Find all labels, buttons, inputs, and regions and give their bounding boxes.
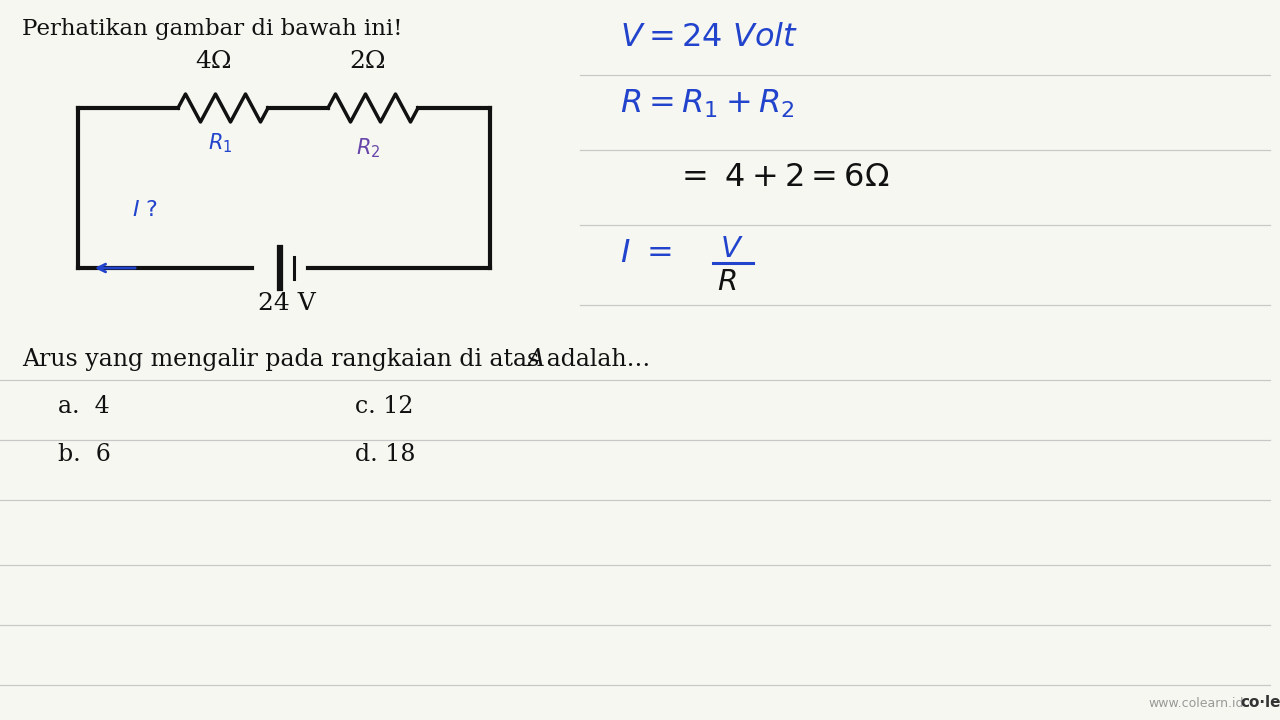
Text: a.  4: a. 4 xyxy=(58,395,110,418)
Text: d. 18: d. 18 xyxy=(355,443,416,466)
Text: $= \ 4 + 2 = 6\Omega$: $= \ 4 + 2 = 6\Omega$ xyxy=(675,162,890,193)
Text: Arus yang mengalir pada rangkaian di atas adalah…: Arus yang mengalir pada rangkaian di ata… xyxy=(22,348,658,371)
Text: $R_2$: $R_2$ xyxy=(356,136,380,160)
Text: co·learn: co·learn xyxy=(1240,695,1280,710)
Text: c. 12: c. 12 xyxy=(355,395,413,418)
Text: $V = 24\ Volt$: $V = 24\ Volt$ xyxy=(620,22,799,53)
Text: $R_1$: $R_1$ xyxy=(207,131,232,155)
Text: Perhatikan gambar di bawah ini!: Perhatikan gambar di bawah ini! xyxy=(22,18,402,40)
Text: A: A xyxy=(529,348,545,371)
Text: 4Ω: 4Ω xyxy=(195,50,232,73)
Text: www.colearn.id: www.colearn.id xyxy=(1148,697,1243,710)
Text: $R = R_1 + R_2$: $R = R_1 + R_2$ xyxy=(620,88,795,120)
Text: $I\ =$: $I\ =$ xyxy=(620,238,672,269)
Text: 2Ω: 2Ω xyxy=(349,50,387,73)
Text: $R$: $R$ xyxy=(717,268,736,296)
Text: $V$: $V$ xyxy=(719,235,744,263)
Text: 24 V: 24 V xyxy=(259,292,316,315)
Text: $I\ ?$: $I\ ?$ xyxy=(132,200,157,220)
Text: b.  6: b. 6 xyxy=(58,443,111,466)
